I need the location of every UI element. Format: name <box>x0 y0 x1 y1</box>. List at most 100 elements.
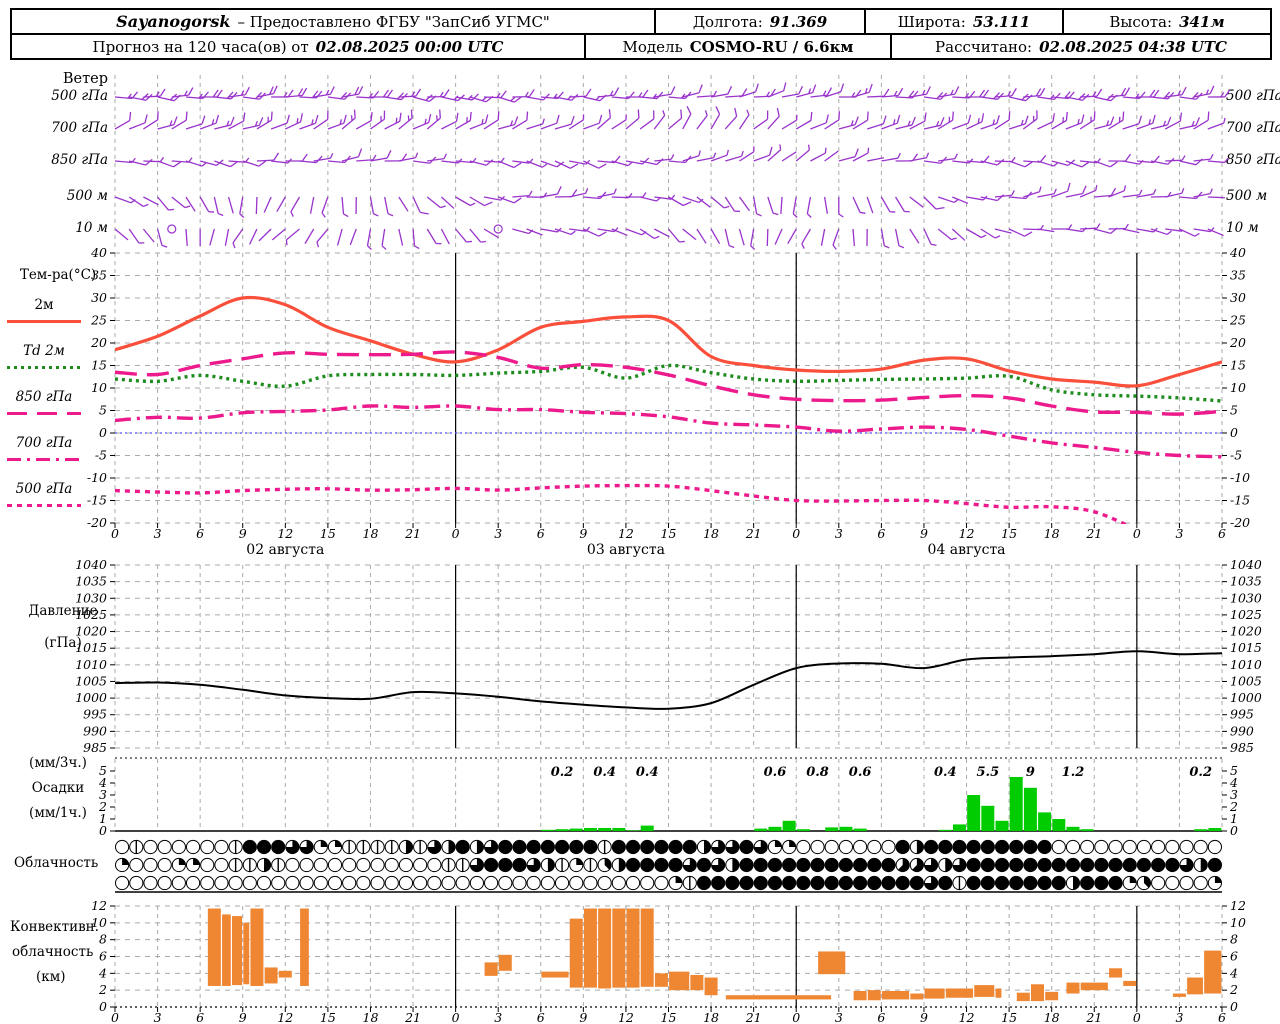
precip-bar <box>952 824 966 831</box>
svg-text:0: 0 <box>111 526 119 541</box>
wind-barbs-row-3 <box>114 182 1225 218</box>
legend-line-500hpa <box>7 504 81 507</box>
conv-panel-title-2: облачность <box>12 944 94 960</box>
forecast-cell: Прогноз на 120 часа(ов) от 02.08.2025 00… <box>12 35 584 58</box>
svg-text:0: 0 <box>1230 823 1238 838</box>
svg-text:0: 0 <box>99 823 107 838</box>
svg-text:1030: 1030 <box>75 590 107 605</box>
svg-text:0.8: 0.8 <box>806 765 829 780</box>
svg-text:0.2: 0.2 <box>1189 765 1212 780</box>
svg-text:0.6: 0.6 <box>849 765 872 780</box>
conv-cloud-bar <box>690 975 704 991</box>
wind-level-label-500hpa-right: 500 гПа <box>1226 88 1280 104</box>
conv-cloud-bar <box>1172 993 1186 997</box>
precip-bar <box>1052 819 1066 831</box>
svg-text:15: 15 <box>1001 526 1017 541</box>
svg-text:-20: -20 <box>1230 515 1250 530</box>
latitude-label: Широта: <box>897 12 966 31</box>
svg-text:995: 995 <box>83 707 107 722</box>
svg-text:6: 6 <box>877 1010 885 1024</box>
pressure-panel-unit: (гПа) <box>44 635 82 651</box>
svg-text:35: 35 <box>91 268 107 283</box>
precip-panel: 0.2 0.4 0.4 0.6 0.8 0.6 0.4 5.5 9 1.2 0.20 01 12 23 34… <box>98 757 1238 838</box>
svg-text:6: 6 <box>196 526 204 541</box>
conv-cloud-bar <box>250 908 264 986</box>
conv-cloud-bar <box>945 988 974 998</box>
svg-text:1015: 1015 <box>75 640 107 655</box>
svg-text:12: 12 <box>277 526 293 541</box>
temperature-curves <box>115 295 1222 524</box>
precip-bar <box>1038 812 1052 831</box>
wind-level-label-700hpa: 700 гПа <box>51 120 108 136</box>
precip-bar <box>541 829 555 831</box>
temperature-panel-title: Тем-ра(°C) <box>19 267 97 283</box>
legend-line-td2m <box>7 366 81 369</box>
header-row-forecast: Прогноз на 120 часа(ов) от 02.08.2025 00… <box>12 33 1270 58</box>
svg-text:12: 12 <box>959 526 975 541</box>
conv-cloud-bar <box>704 977 718 996</box>
svg-text:9: 9 <box>579 526 587 541</box>
svg-text:1.2: 1.2 <box>1062 765 1085 780</box>
conv-cloud-bar <box>498 954 512 971</box>
wind-barbs-row-4 <box>114 223 1224 250</box>
svg-text:0: 0 <box>452 1010 460 1024</box>
svg-text:0: 0 <box>99 425 107 440</box>
precip-unit-1h: (мм/1ч.) <box>29 805 87 821</box>
conv-cloud-bar <box>818 951 846 975</box>
svg-text:15: 15 <box>320 1010 336 1024</box>
altitude-label: Высота: <box>1109 12 1173 31</box>
svg-text:1040: 1040 <box>75 557 107 572</box>
curve-850 гПа <box>115 350 1222 416</box>
svg-text:9: 9 <box>239 1010 247 1024</box>
svg-text:30: 30 <box>91 290 107 305</box>
svg-text:15: 15 <box>661 526 677 541</box>
wind-level-label-500hpa: 500 гПа <box>51 88 108 104</box>
svg-text:4: 4 <box>98 775 107 790</box>
latitude-value: 53.111 <box>972 12 1031 31</box>
legend-label-850hpa: 850 гПа <box>15 389 73 405</box>
svg-text:18: 18 <box>703 1010 719 1024</box>
conv-cloud-bar <box>995 988 1002 998</box>
precip-bar <box>825 827 839 831</box>
cloud-row-0 <box>115 839 1223 855</box>
svg-text:18: 18 <box>703 526 719 541</box>
conv-cloud-bar <box>1123 980 1137 986</box>
conv-cloud-bar <box>1066 982 1080 994</box>
svg-text:20: 20 <box>1229 335 1246 350</box>
pressure-curve <box>114 650 1223 710</box>
svg-text:985: 985 <box>1230 740 1254 755</box>
svg-text:1025: 1025 <box>1230 607 1262 622</box>
precip-bar <box>640 825 654 831</box>
conv-cloud-bar <box>278 970 292 978</box>
conv-cloud-bar <box>231 916 243 986</box>
svg-text:15: 15 <box>661 1010 677 1024</box>
curve-2м <box>115 295 1222 388</box>
station-name: Sayanogorsk <box>116 12 231 31</box>
conv-cloud-bar <box>881 991 910 1000</box>
svg-text:0.4: 0.4 <box>636 765 659 780</box>
svg-text:0: 0 <box>99 999 107 1014</box>
svg-text:-15: -15 <box>1230 493 1250 508</box>
svg-text:5: 5 <box>1230 763 1238 778</box>
svg-text:6: 6 <box>1230 949 1238 964</box>
legend-label-500hpa: 500 гПа <box>15 481 73 497</box>
svg-text:990: 990 <box>1230 723 1254 738</box>
svg-text:5: 5 <box>99 763 107 778</box>
precip-bar <box>782 820 796 831</box>
legend-line-850hpa <box>7 412 81 415</box>
conv-cloud-bar <box>626 908 640 988</box>
svg-text:3: 3 <box>154 526 162 541</box>
svg-text:1035: 1035 <box>1230 574 1262 589</box>
svg-text:2: 2 <box>98 799 107 814</box>
wind-level-label-700hpa-right: 700 гПа <box>1226 120 1280 136</box>
svg-text:1005: 1005 <box>1230 673 1262 688</box>
svg-text:21: 21 <box>745 526 762 541</box>
precip-unit-3h: (мм/3ч.) <box>29 755 87 771</box>
svg-text:3: 3 <box>494 526 502 541</box>
wind-barbs-row-0 <box>114 82 1231 103</box>
svg-text:9: 9 <box>920 526 928 541</box>
conv-panel-title-3: (км) <box>36 969 66 985</box>
svg-text:0: 0 <box>792 526 800 541</box>
longitude-value: 91.369 <box>769 12 828 31</box>
